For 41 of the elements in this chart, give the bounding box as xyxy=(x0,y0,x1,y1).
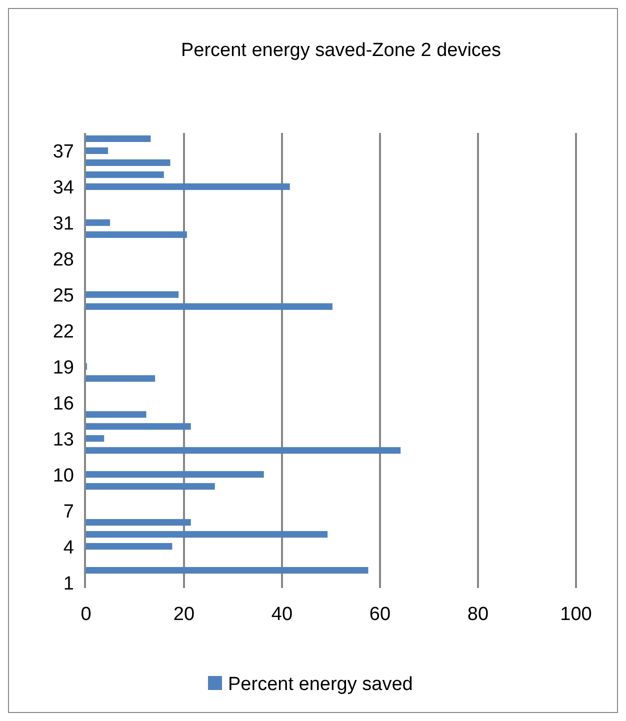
y-tick-label: 16 xyxy=(52,393,74,414)
bar xyxy=(86,375,156,382)
bar xyxy=(86,447,401,454)
bar xyxy=(86,471,264,478)
y-tick-label: 13 xyxy=(52,429,74,450)
x-tick-label: 100 xyxy=(560,604,592,625)
bar xyxy=(86,423,191,430)
x-tick-label: 20 xyxy=(173,604,195,625)
y-tick-label: 10 xyxy=(52,465,74,486)
chart-title: Percent energy saved-Zone 2 devices xyxy=(180,40,502,61)
y-tick-label: 37 xyxy=(52,142,74,163)
bar xyxy=(86,135,151,142)
y-tick-label: 22 xyxy=(52,322,74,343)
bar xyxy=(86,171,164,178)
x-tick-label: 80 xyxy=(467,604,489,625)
bar xyxy=(86,411,146,418)
y-tick-label: 28 xyxy=(52,250,74,271)
y-tick-label: 31 xyxy=(52,214,74,235)
legend-label: Percent energy saved xyxy=(228,674,413,695)
y-tick-label: 25 xyxy=(52,286,74,307)
y-tick-label: 34 xyxy=(52,178,74,199)
bar xyxy=(86,519,191,526)
bar xyxy=(86,435,104,442)
y-tick-label: 7 xyxy=(63,501,74,522)
bar xyxy=(86,291,179,298)
bar xyxy=(86,159,170,166)
y-tick-label: 1 xyxy=(63,573,74,594)
bar xyxy=(86,567,368,574)
bar xyxy=(86,531,328,538)
bar xyxy=(86,483,215,490)
y-tick-label: 4 xyxy=(63,537,74,558)
bar xyxy=(86,231,187,238)
bar xyxy=(86,183,290,190)
bar xyxy=(86,303,332,310)
y-tick-label: 19 xyxy=(52,357,74,378)
x-tick-label: 40 xyxy=(271,604,293,625)
bar xyxy=(86,147,108,154)
x-tick-label: 60 xyxy=(369,604,391,625)
bar xyxy=(86,543,172,550)
x-tick-label: 0 xyxy=(80,604,92,625)
bar xyxy=(86,219,110,226)
